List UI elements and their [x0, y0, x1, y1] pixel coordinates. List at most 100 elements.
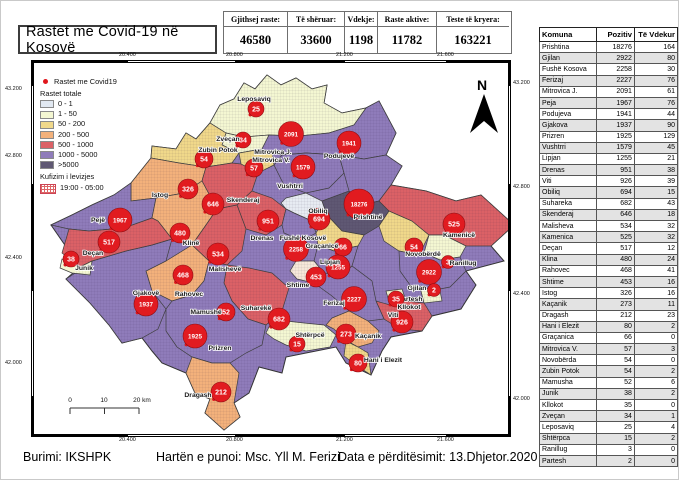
stat-label: Vdekje:	[345, 12, 377, 27]
cell-te-vdekur: 4	[633, 421, 678, 434]
case-bubble	[283, 236, 309, 262]
cell-komuna: Klina	[539, 253, 597, 266]
municipality-label: Zveçan	[216, 136, 239, 143]
cell-pozitiv: 34	[595, 410, 635, 423]
curfew-hatch-overlay	[51, 75, 514, 430]
case-bubble-value: 525	[448, 221, 460, 228]
cell-te-vdekur: 76	[633, 74, 678, 87]
cell-pozitiv: 2091	[595, 85, 635, 98]
case-bubble	[336, 130, 362, 156]
cell-pozitiv: 3	[595, 443, 635, 456]
class-swatch-icon	[40, 120, 54, 129]
table-row: Kamenica 525 32	[539, 231, 678, 244]
legend-class-6: >5000	[40, 160, 117, 170]
cell-te-vdekur: 164	[633, 40, 678, 54]
cell-pozitiv: 66	[595, 331, 635, 345]
x-tick-top: 21.600	[437, 52, 454, 58]
x-tick-top: 20.800	[226, 52, 243, 58]
case-bubble-value: 926	[396, 319, 408, 326]
municipality-label: Graçanicë	[306, 243, 339, 250]
municipality-table: Komuna Pozitiv Të Vdekur Prishtina 18276 1…	[539, 27, 678, 468]
table-row: Ferizaj 2227 76	[539, 74, 678, 87]
table-row: Fushë Kosova 2258 30	[539, 63, 678, 76]
y-tick-left: 42.400	[5, 255, 22, 261]
case-bubble	[177, 178, 199, 200]
cell-komuna: Ferizaj	[539, 74, 597, 87]
cell-te-vdekur: 23	[633, 309, 678, 322]
cell-komuna: Gjilan	[539, 52, 597, 65]
cell-te-vdekur: 1	[633, 410, 678, 423]
x-tick-top: 20.400	[119, 52, 136, 58]
case-point-icon	[43, 79, 48, 85]
municipality-label: Rahovec	[175, 291, 204, 298]
table-header-row: Komuna Pozitiv Të Vdekur	[539, 27, 678, 42]
case-bubble	[256, 209, 280, 233]
municipality-label: Fushë Kosovë	[280, 235, 327, 242]
case-bubble	[201, 192, 225, 216]
y-tick-left: 43.200	[5, 86, 22, 92]
case-bubble-value: 517	[103, 239, 115, 246]
case-bubble	[290, 154, 316, 180]
table-row: Kaçanik 273 11	[539, 298, 678, 311]
cell-pozitiv: 2922	[595, 52, 635, 65]
case-bubble-value: 15	[293, 341, 301, 348]
cell-te-vdekur: 24	[633, 253, 678, 266]
scale-bar: 0 10 20 km	[68, 397, 151, 414]
stat-3: Raste aktive: 11782	[378, 12, 437, 53]
cell-pozitiv: 1579	[595, 141, 635, 154]
legend-point-item: Rastet me Covid19	[40, 77, 117, 87]
cell-te-vdekur: 76	[633, 96, 678, 110]
cell-pozitiv: 1967	[595, 96, 635, 110]
case-bubble	[343, 188, 375, 220]
cell-komuna: Novobërda	[539, 354, 597, 367]
cell-komuna: Dragash	[539, 309, 597, 322]
case-bubble	[182, 323, 208, 349]
cell-komuna: Ranillug	[539, 443, 597, 456]
table-row: Novobërda 54 0	[539, 354, 678, 367]
cell-te-vdekur: 80	[633, 52, 678, 65]
col-header-pozitiv: Pozitiv	[595, 27, 635, 42]
cell-te-vdekur: 0	[633, 331, 678, 345]
stat-label: Teste të kryera:	[437, 12, 509, 27]
case-bubble-value: 951	[262, 218, 274, 225]
cell-pozitiv: 1925	[595, 130, 635, 143]
municipality-label: Hani i Elezit	[364, 357, 403, 364]
table-row: Suhareka 682 43	[539, 197, 678, 210]
case-bubble-value: 2091	[284, 131, 299, 138]
case-bubble-value: 38	[67, 256, 75, 263]
cell-te-vdekur: 45	[633, 141, 678, 154]
cell-pozitiv: 15	[595, 432, 635, 445]
cell-komuna: Mitrovica J.	[539, 85, 597, 98]
cell-te-vdekur: 0	[633, 454, 678, 468]
x-tick-bottom: 21.600	[437, 437, 454, 443]
cell-pozitiv: 54	[595, 365, 635, 378]
cell-te-vdekur: 43	[633, 197, 678, 210]
stat-value: 1198	[348, 32, 374, 47]
cell-komuna: Rahovec	[539, 264, 597, 277]
x-tick-top: 21.200	[336, 52, 353, 58]
cell-komuna: Kllokot	[539, 398, 597, 412]
municipality-label: Mitrovica J.	[254, 149, 292, 156]
footer-author: Hartën e punoi: Msc. Yll M. Ferizi	[156, 450, 340, 464]
cell-komuna: Prizren	[539, 130, 597, 143]
municipality-label: Malishevë	[209, 266, 242, 273]
case-bubble-value: 2922	[422, 269, 437, 276]
legend-class-5: 1000 - 5000	[40, 150, 117, 160]
cell-te-vdekur: 11	[633, 298, 678, 311]
table-row: Hani i Elezit 80 2	[539, 320, 678, 333]
table-row: Prishtina 18276 164	[539, 40, 678, 54]
cell-komuna: Malisheva	[539, 219, 597, 233]
case-bubble	[390, 310, 414, 334]
legend-class-1: 1 - 50	[40, 110, 117, 119]
case-bubble	[442, 212, 466, 236]
case-bubble-value: 694	[313, 216, 325, 223]
case-bubble	[416, 259, 442, 285]
cell-te-vdekur: 32	[633, 219, 678, 233]
cell-te-vdekur: 21	[633, 152, 678, 166]
case-bubble-value: 66	[339, 244, 347, 251]
footer-source: Burimi: IKSHPK	[23, 450, 112, 464]
municipality-label: Suharekë	[241, 305, 272, 312]
cell-komuna: Peja	[539, 96, 597, 110]
